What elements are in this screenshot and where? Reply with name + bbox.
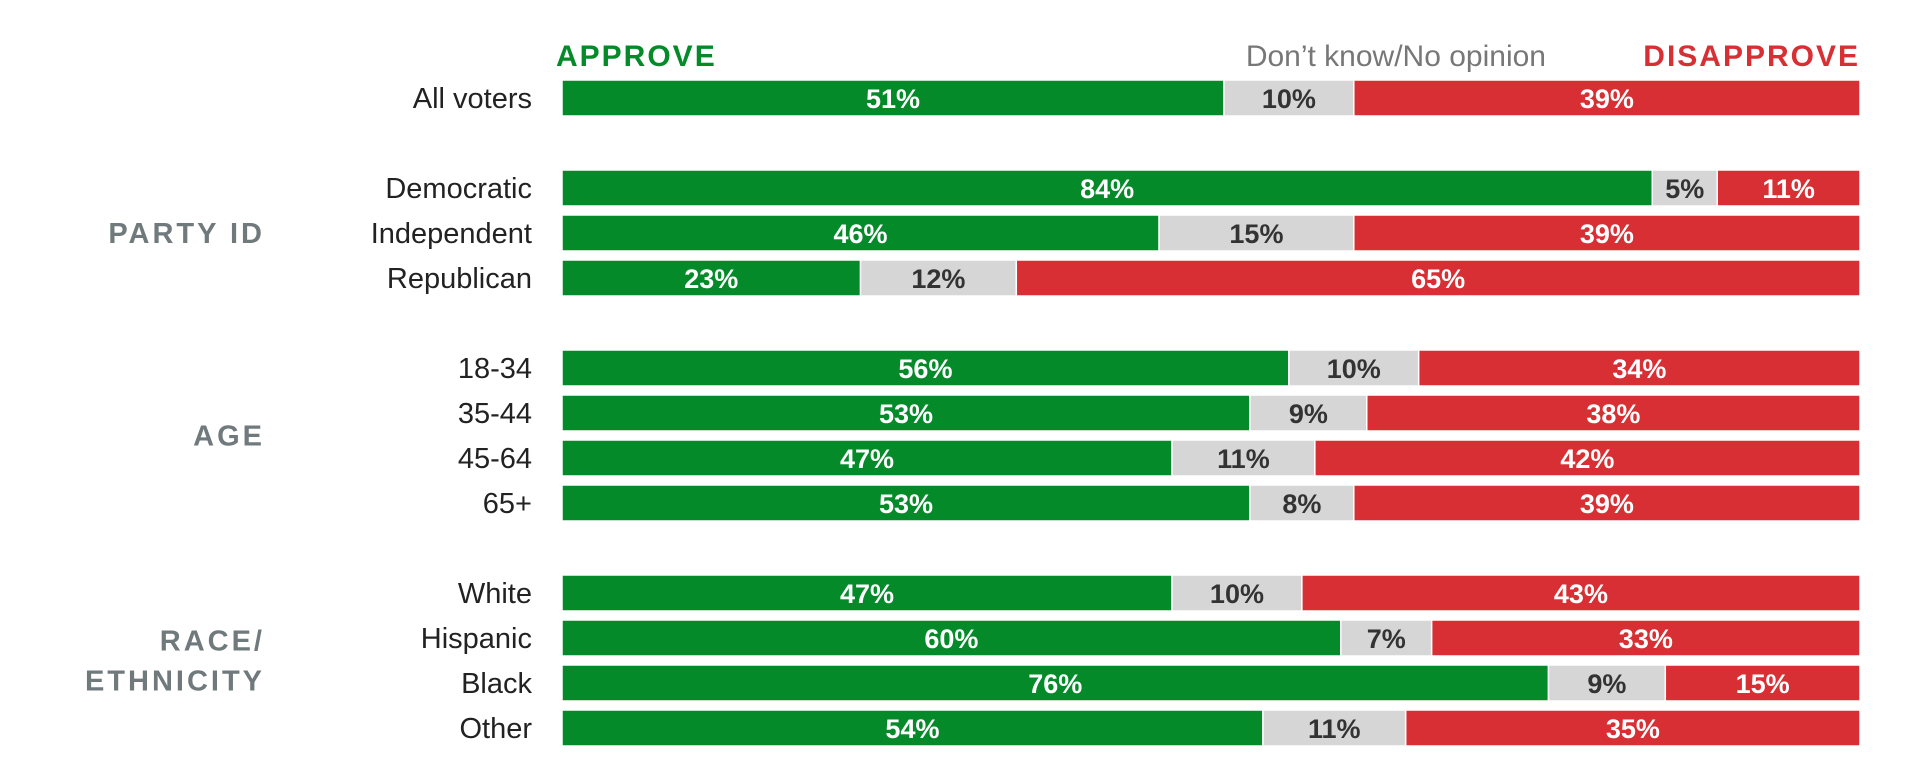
bar-35-44-approve xyxy=(561,394,1251,432)
row-label-black: Black xyxy=(461,668,532,700)
bars-layer: All voters 51% 10% 39% Democratic 84% 5% 11% Ind… xyxy=(85,79,1861,747)
bar-18-34-disapprove xyxy=(1417,349,1861,387)
value-label-hispanic-approve: 60% xyxy=(924,624,978,654)
value-label-all-voters-dk: 10% xyxy=(1262,84,1316,114)
row-label-republican: Republican xyxy=(387,263,532,295)
value-label-18-34-approve: 56% xyxy=(898,354,952,384)
value-label-other-disapprove: 35% xyxy=(1606,714,1660,744)
value-label-democratic-disapprove: 11% xyxy=(1762,174,1815,204)
value-label-black-disapprove: 15% xyxy=(1736,669,1790,699)
bar-18-34-dk xyxy=(1288,349,1420,387)
row-label-other: Other xyxy=(459,713,532,745)
value-label-black-dk: 9% xyxy=(1587,669,1626,699)
bar-black-disapprove xyxy=(1664,664,1861,702)
value-label-black-approve: 76% xyxy=(1028,669,1082,699)
value-label-45-64-approve: 47% xyxy=(840,444,894,474)
row-label-18-34: 18-34 xyxy=(458,353,532,385)
bar-republican-approve xyxy=(561,259,862,297)
value-label-65-dk: 8% xyxy=(1282,489,1321,519)
row-label-hispanic: Hispanic xyxy=(421,623,532,655)
bar-65-approve xyxy=(561,484,1251,522)
row-label-65: 65+ xyxy=(483,488,532,520)
value-label-independent-approve: 46% xyxy=(834,219,888,249)
bar-all-voters-approve xyxy=(561,79,1225,117)
row-label-35-44: 35-44 xyxy=(458,398,532,430)
bar-hispanic-approve xyxy=(561,619,1342,657)
value-label-republican-disapprove: 65% xyxy=(1411,264,1465,294)
value-label-democratic-approve: 84% xyxy=(1080,174,1134,204)
value-label-18-34-dk: 10% xyxy=(1327,354,1381,384)
row-label-independent: Independent xyxy=(371,218,532,250)
bar-independent-disapprove xyxy=(1353,214,1861,252)
bar-hispanic-disapprove xyxy=(1430,619,1861,657)
group-label-line: AGE xyxy=(193,421,265,453)
value-label-65-disapprove: 39% xyxy=(1580,489,1634,519)
value-label-hispanic-disapprove: 33% xyxy=(1619,624,1673,654)
value-label-45-64-dk: 11% xyxy=(1217,444,1270,474)
value-label-white-disapprove: 43% xyxy=(1554,579,1608,609)
row-label-democratic: Democratic xyxy=(385,173,532,205)
bar-other-approve xyxy=(561,709,1264,747)
bar-65-dk xyxy=(1249,484,1355,522)
value-label-democratic-dk: 5% xyxy=(1665,174,1704,204)
legend-disapprove: DISAPPROVE xyxy=(1643,40,1860,73)
value-label-republican-approve: 23% xyxy=(684,264,738,294)
bar-all-voters-disapprove xyxy=(1353,79,1861,117)
bar-65-disapprove xyxy=(1353,484,1861,522)
group-label-line: ETHNICITY xyxy=(85,666,265,698)
value-label-35-44-dk: 9% xyxy=(1289,399,1328,429)
group-label-age: AGE xyxy=(193,421,265,453)
bar-white-approve xyxy=(561,574,1173,612)
group-label-race-ethnicity: RACE/ETHNICITY xyxy=(85,626,265,698)
bar-all-voters-dk xyxy=(1223,79,1355,117)
value-label-white-dk: 10% xyxy=(1210,579,1264,609)
bar-35-44-dk xyxy=(1249,394,1368,432)
value-label-republican-dk: 12% xyxy=(911,264,965,294)
value-label-all-voters-approve: 51% xyxy=(866,84,920,114)
bar-other-dk xyxy=(1262,709,1407,747)
value-label-hispanic-dk: 7% xyxy=(1367,624,1406,654)
bar-democratic-dk xyxy=(1651,169,1718,207)
bar-18-34-approve xyxy=(561,349,1290,387)
group-label-line: PARTY ID xyxy=(108,218,265,250)
bar-45-64-disapprove xyxy=(1314,439,1861,477)
bar-other-disapprove xyxy=(1404,709,1861,747)
bar-hispanic-dk xyxy=(1340,619,1433,657)
value-label-independent-disapprove: 39% xyxy=(1580,219,1634,249)
value-label-18-34-disapprove: 34% xyxy=(1612,354,1666,384)
bar-white-disapprove xyxy=(1301,574,1861,612)
value-label-45-64-disapprove: 42% xyxy=(1560,444,1614,474)
bar-democratic-disapprove xyxy=(1716,169,1861,207)
value-label-white-approve: 47% xyxy=(840,579,894,609)
value-label-independent-dk: 15% xyxy=(1229,219,1283,249)
group-label-party-id: PARTY ID xyxy=(108,218,265,250)
bar-black-approve xyxy=(561,664,1550,702)
value-label-35-44-approve: 53% xyxy=(879,399,933,429)
group-label-line: RACE/ xyxy=(160,626,265,658)
value-label-other-dk: 11% xyxy=(1308,714,1361,744)
legend-dont-know: Don’t know/No opinion xyxy=(1246,40,1546,73)
value-label-35-44-disapprove: 38% xyxy=(1586,399,1640,429)
bar-republican-disapprove xyxy=(1015,259,1861,297)
row-label-all-voters: All voters xyxy=(413,83,532,115)
value-label-65-approve: 53% xyxy=(879,489,933,519)
legend-approve: APPROVE xyxy=(556,40,717,73)
value-label-all-voters-disapprove: 39% xyxy=(1580,84,1634,114)
bar-independent-dk xyxy=(1158,214,1355,252)
bar-independent-approve xyxy=(561,214,1160,252)
row-label-white: White xyxy=(458,578,532,610)
row-label-45-64: 45-64 xyxy=(458,443,532,475)
bar-35-44-disapprove xyxy=(1366,394,1861,432)
bar-45-64-approve xyxy=(561,439,1173,477)
value-label-other-approve: 54% xyxy=(885,714,939,744)
bar-45-64-dk xyxy=(1171,439,1316,477)
